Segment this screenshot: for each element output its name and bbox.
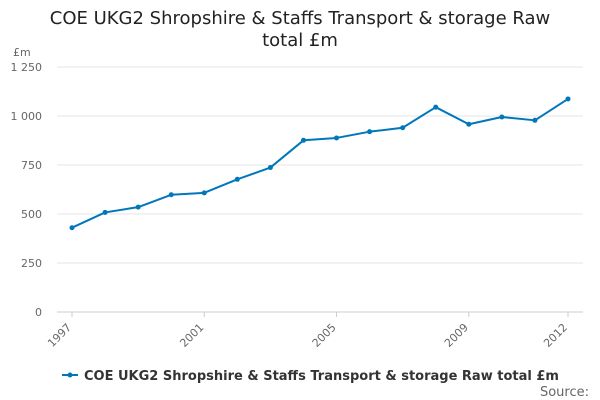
data-point[interactable] — [367, 129, 373, 135]
x-tick-label: 2012 — [541, 321, 570, 350]
data-point[interactable] — [565, 96, 571, 102]
x-tick-label: 1997 — [45, 321, 74, 350]
data-point[interactable] — [102, 209, 108, 215]
y-tick-label: 500 — [21, 208, 42, 221]
y-axis-unit: £m — [13, 46, 31, 59]
series-line — [71, 98, 569, 229]
source-label: Source: — [540, 385, 589, 400]
y-tick-label: 750 — [21, 159, 42, 172]
data-point[interactable] — [499, 114, 505, 120]
data-point[interactable] — [168, 192, 174, 198]
data-point[interactable] — [135, 204, 141, 210]
data-point[interactable] — [532, 117, 538, 123]
y-tick-label: 1 250 — [11, 61, 43, 74]
x-tick-label: 2009 — [442, 321, 471, 350]
legend-label: COE UKG2 Shropshire & Staffs Transport &… — [84, 369, 559, 384]
gridlines — [57, 66, 583, 264]
data-point[interactable] — [334, 135, 340, 141]
series-group — [69, 96, 571, 231]
legend[interactable]: COE UKG2 Shropshire & Staffs Transport &… — [62, 369, 559, 384]
data-point[interactable] — [433, 104, 439, 110]
y-tick-label: 1 000 — [11, 110, 43, 123]
data-point[interactable] — [300, 137, 306, 143]
chart-title-line-2: total £m — [262, 30, 338, 51]
x-tick-label: 2001 — [177, 321, 206, 350]
data-point[interactable] — [466, 121, 472, 127]
y-tick-label: 250 — [21, 257, 42, 270]
data-point[interactable] — [400, 125, 406, 131]
legend-swatch-marker — [67, 372, 73, 378]
x-tick-label: 2005 — [310, 321, 339, 350]
chart-title-line-1: COE UKG2 Shropshire & Staffs Transport &… — [50, 8, 550, 29]
data-point[interactable] — [267, 165, 273, 171]
x-axis: 1997 2001 2005 2009 2012 — [45, 311, 583, 350]
y-axis-ticks: 0 250 500 750 1 000 1 250 — [11, 61, 43, 319]
data-point[interactable] — [69, 225, 75, 231]
data-point[interactable] — [201, 190, 207, 196]
data-point[interactable] — [234, 176, 240, 182]
chart-title: COE UKG2 Shropshire & Staffs Transport &… — [50, 8, 550, 51]
y-tick-label: 0 — [35, 306, 42, 319]
